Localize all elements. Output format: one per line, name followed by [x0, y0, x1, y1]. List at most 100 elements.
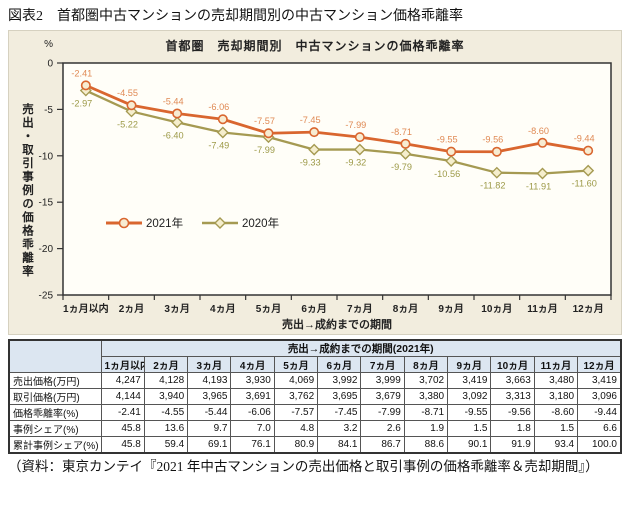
data-label: -11.82 — [480, 181, 505, 191]
data-label: -7.45 — [300, 115, 321, 125]
x-tick-label: 11ヵ月 — [527, 303, 558, 315]
legend-label-2020: 2020年 — [242, 216, 279, 230]
table-cell: 100.0 — [577, 436, 622, 454]
table-cell: 3,419 — [447, 372, 492, 389]
chart-panel: 首都圏 売却期間別 中古マンションの価格乖離率 売出・取引事例の価格乖離率 % 0… — [8, 30, 622, 335]
x-tick-label: 10ヵ月 — [481, 303, 512, 315]
data-point — [172, 108, 183, 119]
table-cell: -6.06 — [230, 404, 275, 421]
table-cell: -7.99 — [360, 404, 405, 421]
y-tick-label: 0 — [47, 59, 53, 70]
x-axis-title: 売出→成約までの期間 — [282, 317, 392, 331]
column-header: 7ヵ月 — [360, 356, 405, 373]
data-point — [171, 116, 184, 129]
table-cell: 88.6 — [403, 436, 449, 454]
table-cell: 3,965 — [187, 388, 232, 405]
table-cell: 3,940 — [143, 388, 189, 405]
data-label: -9.32 — [345, 157, 366, 167]
x-tick-label: 1ヵ月以内 — [63, 302, 109, 315]
table-row: 累計事例シェア(%) 45.8 59.4 69.1 76.1 80.9 84.1 86.7 88… — [8, 436, 622, 454]
table-cell: 4.8 — [273, 420, 319, 437]
y-axis-unit: % — [44, 39, 53, 50]
table-cell: 93.4 — [533, 436, 579, 454]
row-label: 累計事例シェア(%) — [8, 436, 102, 454]
table-cell: -2.41 — [100, 404, 145, 421]
table-cell: -5.44 — [187, 404, 232, 421]
table-cell: 3,663 — [490, 372, 535, 389]
chart-title: 首都圏 売却期間別 中古マンションの価格乖離率 — [165, 39, 465, 53]
data-label: -7.49 — [208, 141, 229, 151]
column-header: 5ヵ月 — [273, 356, 319, 373]
table-row: 価格乖離率(%) -2.41 -4.55 -5.44 -6.06 -7.57 -7.45 -7… — [8, 404, 622, 421]
data-point — [400, 138, 411, 149]
table-row: 事例シェア(%) 45.8 13.6 9.7 7.0 4.8 3.2 2.6 1.9 1.5 1.8… — [8, 420, 622, 437]
chart-generated: % 0 -5 -10 -15 -20 -25 1ヵ月以内 2ヵ月 3ヵ月 4ヵ月 5ヵ月 6ヵ月 7ヵ月 8… — [39, 39, 612, 331]
table-cell: -8.71 — [403, 404, 449, 421]
table-body: 売出価格(万円) 4,247 4,128 4,193 3,930 4,069 3,992 3,… — [8, 372, 622, 454]
row-label: 取引価格(万円) — [8, 388, 102, 405]
data-label: -9.56 — [482, 135, 503, 145]
column-header: 9ヵ月 — [447, 356, 492, 373]
data-point — [490, 166, 503, 179]
table-cell: 3,380 — [403, 388, 449, 405]
table-cell: 4,144 — [100, 388, 145, 405]
table-cell: -8.60 — [533, 404, 579, 421]
x-tick-label: 2ヵ月 — [119, 303, 145, 315]
x-tick-label: 6ヵ月 — [301, 303, 327, 315]
table-row: 売出価格(万円) 4,247 4,128 4,193 3,930 4,069 3,992 3,… — [8, 372, 622, 389]
y-axis-label: 売出・取引事例の価格乖離率 — [21, 103, 33, 279]
column-header: 1ヵ月以内 — [100, 356, 145, 373]
table-cell: 69.1 — [187, 436, 232, 454]
data-label: -6.06 — [208, 102, 229, 112]
table-cell: 3,679 — [360, 388, 405, 405]
table-cell: 4,069 — [273, 372, 319, 389]
table-cell: 3,695 — [317, 388, 362, 405]
table-cell: 4,128 — [143, 372, 189, 389]
row-label: 事例シェア(%) — [8, 420, 102, 437]
x-tick-label: 5ヵ月 — [256, 303, 282, 315]
data-point — [445, 155, 458, 167]
data-point — [491, 146, 502, 157]
table-cell: 45.8 — [100, 436, 145, 454]
table-corner-cell — [8, 339, 102, 373]
x-tick-label: 4ヵ月 — [210, 303, 236, 315]
data-point — [582, 164, 595, 177]
data-point — [216, 126, 229, 139]
table-cell: 3,999 — [360, 372, 405, 389]
x-tick-label: 7ヵ月 — [347, 303, 373, 315]
table-cell: 3,691 — [230, 388, 275, 405]
table-span-header-row: 売出→成約までの期間(2021年) — [8, 339, 622, 373]
y-tick-label: -25 — [39, 291, 54, 302]
data-point — [399, 147, 412, 160]
table-cell: 3,702 — [403, 372, 449, 389]
column-header: 3ヵ月 — [187, 356, 232, 373]
column-header: 12ヵ月 — [577, 356, 622, 373]
table-cell: 6.6 — [577, 420, 622, 437]
table-cell: 7.0 — [230, 420, 275, 437]
chart-svg: % 0 -5 -10 -15 -20 -25 1ヵ月以内 2ヵ月 3ヵ月 4ヵ月 5ヵ月 6ヵ月 7ヵ月 8… — [39, 39, 612, 331]
table-cell: 3.2 — [317, 420, 362, 437]
data-label: -4.55 — [117, 88, 138, 98]
x-tick-label: 3ヵ月 — [164, 303, 190, 315]
table-cell: 3,313 — [490, 388, 535, 405]
legend-label-2021: 2021年 — [146, 216, 183, 230]
table-cell: 9.7 — [187, 420, 232, 437]
data-point — [446, 146, 457, 157]
data-label: -8.71 — [391, 127, 412, 137]
table-cell: 4,193 — [187, 372, 232, 389]
table-cell: 3,092 — [447, 388, 492, 405]
table-cell: 3,992 — [317, 372, 362, 389]
table-cell: 86.7 — [360, 436, 405, 454]
row-label: 売出価格(万円) — [8, 372, 102, 389]
data-label: -2.41 — [71, 68, 92, 78]
x-tick-label: 8ヵ月 — [393, 303, 419, 315]
table-cell: 45.8 — [100, 420, 145, 437]
table-cell: 1.9 — [403, 420, 449, 437]
x-tick-label: 9ヵ月 — [438, 303, 464, 315]
column-header: 8ヵ月 — [403, 356, 449, 373]
column-header: 4ヵ月 — [230, 356, 275, 373]
table-cell: 59.4 — [143, 436, 189, 454]
table-cell: -9.44 — [577, 404, 622, 421]
table-cell: -7.57 — [273, 404, 319, 421]
